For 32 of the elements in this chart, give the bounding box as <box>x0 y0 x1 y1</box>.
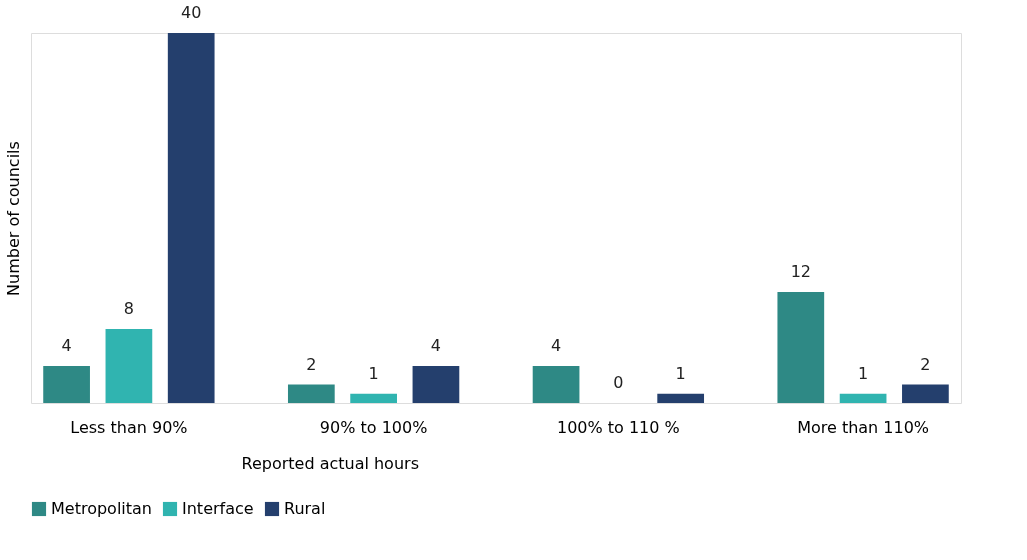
data-label: 1 <box>368 363 379 383</box>
bar <box>777 292 825 403</box>
legend-label: Interface <box>182 499 254 518</box>
x-tick-label: More than 110% <box>797 417 930 437</box>
bar <box>350 393 397 403</box>
data-label: 1 <box>675 363 686 383</box>
data-label: 2 <box>306 354 317 374</box>
data-label: 12 <box>790 262 811 281</box>
bar <box>167 33 215 403</box>
data-label: 1 <box>858 363 869 383</box>
data-label: 40 <box>181 3 202 22</box>
y-axis-title: Number of councils <box>3 141 23 296</box>
data-label: 4 <box>430 336 442 355</box>
x-tick-label: 100% to 110 % <box>556 417 680 437</box>
bar <box>43 366 90 403</box>
bar <box>839 393 887 403</box>
bar <box>412 366 460 403</box>
x-tick-label: Less than 90% <box>70 417 188 437</box>
x-axis-title: Reported actual hours <box>241 453 419 473</box>
bar <box>532 366 580 403</box>
bar <box>105 329 153 403</box>
legend-label: Metropolitan <box>51 499 152 518</box>
data-label: 8 <box>123 299 134 318</box>
bar <box>902 384 949 403</box>
bar <box>287 384 335 403</box>
x-tick-label: 90% to 100% <box>319 417 428 437</box>
data-label: 0 <box>613 373 624 392</box>
data-label: 4 <box>61 336 72 355</box>
data-label: 4 <box>550 336 562 355</box>
bar <box>657 393 705 403</box>
legend-label: Rural <box>284 499 326 518</box>
data-label: 2 <box>920 354 931 374</box>
